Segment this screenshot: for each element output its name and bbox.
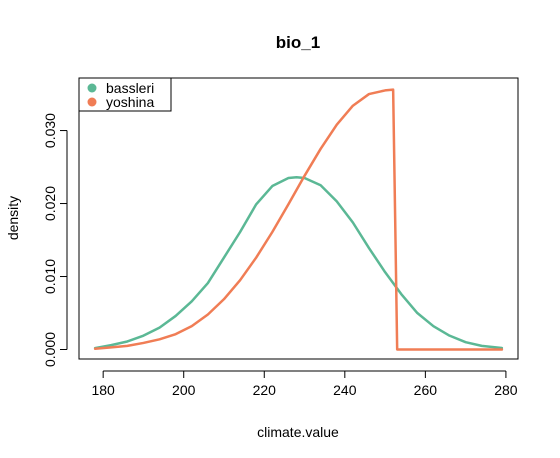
y-tick-label: 0.020	[42, 186, 58, 221]
y-axis: 0.000 0.010 0.020 0.030	[42, 113, 68, 367]
series-line-yoshina	[93, 88, 504, 351]
x-axis-label: climate.value	[257, 424, 339, 440]
y-axis-label: density	[5, 196, 21, 240]
legend-marker-yoshina	[87, 97, 97, 107]
y-tick-label: 0.000	[42, 332, 58, 367]
x-tick-label: 280	[494, 382, 518, 398]
legend-label-yoshina: yoshina	[106, 94, 154, 110]
x-axis: 180 200 220 240 260 280	[91, 370, 518, 398]
legend-marker-bassleri	[87, 83, 97, 93]
series-lines	[93, 88, 504, 351]
legend: bassleri yoshina	[78, 77, 172, 112]
y-tick-label: 0.030	[42, 113, 58, 148]
chart-title: bio_1	[276, 33, 320, 52]
y-tick-label: 0.010	[42, 259, 58, 294]
x-tick-label: 240	[333, 382, 357, 398]
x-tick-label: 200	[172, 382, 196, 398]
legend-label-bassleri: bassleri	[106, 80, 154, 96]
x-tick-label: 260	[414, 382, 438, 398]
series-line-bassleri	[93, 176, 504, 350]
x-tick-label: 180	[91, 382, 115, 398]
x-tick-label: 220	[253, 382, 277, 398]
plot-frame	[78, 77, 519, 360]
